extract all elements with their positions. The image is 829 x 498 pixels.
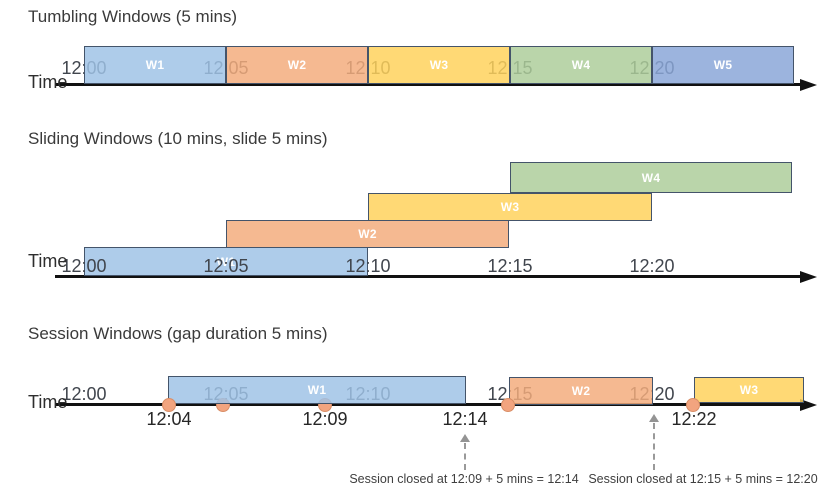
- session-window-box-w2: W2: [509, 377, 653, 405]
- annotation-arrow-line: [464, 443, 466, 470]
- sliding-title: Sliding Windows (10 mins, slide 5 mins): [28, 129, 328, 148]
- event-time-label: 12:09: [302, 409, 348, 429]
- event-dot: [501, 397, 515, 412]
- event-time-label: 12:14: [442, 409, 488, 429]
- session-closed-annotation: Session closed at 12:15 + 5 mins = 12:20: [588, 472, 818, 486]
- tumbling-title: Tumbling Windows (5 mins): [28, 7, 238, 26]
- event-time-label: 12:22: [671, 409, 717, 429]
- sliding-tick-label: 12:00: [61, 256, 107, 276]
- session-time-axis: [55, 403, 802, 406]
- sliding-window-label-w2: W2: [358, 227, 377, 241]
- session-window-box-w3: W3: [694, 377, 804, 403]
- sliding-window-label-w1: W1: [216, 254, 236, 269]
- session-window-box-w1: W1: [168, 376, 466, 404]
- annotation-up-arrow-icon: [649, 414, 659, 422]
- sliding-window-label-w3: W3: [500, 200, 520, 214]
- sliding-time-axis: [55, 275, 802, 278]
- sliding-tick-label: 12:20: [629, 256, 675, 276]
- session-window-label-w1: W1: [307, 383, 327, 397]
- session-time-axis-label: Time: [28, 392, 68, 412]
- tumbling-window-box-w1: W1: [84, 46, 226, 84]
- event-dot: [162, 397, 176, 412]
- tumbling-time-axis-label: Time: [28, 72, 68, 92]
- annotation-up-arrow-icon: [460, 434, 470, 442]
- tumbling-window-label-w5: W5: [713, 58, 733, 72]
- sliding-tick-label: 12:10: [345, 256, 391, 276]
- tumbling-window-label-w3: W3: [429, 58, 449, 72]
- tumbling-time-axis: [55, 83, 802, 86]
- sliding-tick-label: 12:15: [487, 256, 533, 276]
- tumbling-window-box-w2: W2: [226, 46, 368, 84]
- sliding-axis-arrow-icon: [800, 270, 817, 283]
- sliding-tick-label: 12:05: [203, 256, 249, 276]
- tumbling-window-label-w1: W1: [145, 58, 165, 72]
- sliding-time-axis-label: Time: [28, 251, 68, 271]
- tumbling-window-box-w4: W4: [510, 46, 652, 84]
- event-time-label: 12:04: [146, 409, 192, 429]
- tumbling-axis-arrow-icon: [800, 78, 817, 91]
- session-title: Session Windows (gap duration 5 mins): [28, 324, 328, 343]
- annotation-arrow-line: [653, 423, 655, 470]
- session-window-label-w2: W2: [571, 384, 591, 398]
- tumbling-window-label-w2: W2: [287, 58, 307, 72]
- session-closed-annotation: Session closed at 12:09 + 5 mins = 12:14: [349, 472, 579, 486]
- sliding-window-box-w4: W4: [510, 162, 792, 193]
- session-tick-label: 12:00: [61, 384, 107, 404]
- sliding-window-box-w3: W3: [368, 193, 652, 221]
- tumbling-window-label-w4: W4: [571, 58, 591, 72]
- session-window-label-w3: W3: [739, 383, 759, 397]
- sliding-window-label-w4: W4: [641, 170, 661, 185]
- event-dot: [686, 397, 700, 412]
- tumbling-window-box-w3: W3: [368, 46, 510, 84]
- sliding-window-box-w2: W2: [226, 220, 509, 248]
- sliding-window-box-w1: W1: [84, 247, 368, 276]
- session-axis-arrow-icon: [800, 398, 817, 411]
- tumbling-window-box-w5: W5: [652, 46, 794, 84]
